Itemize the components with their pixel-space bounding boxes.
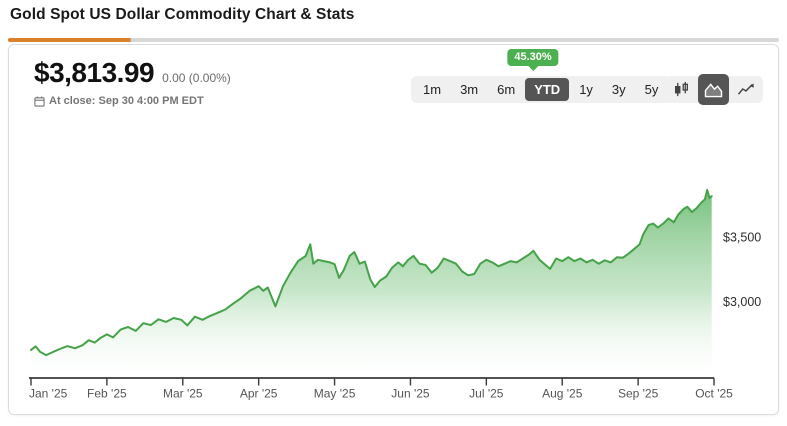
x-axis-label: Sep '25 [618, 387, 659, 401]
candlestick-icon [674, 81, 689, 97]
price-chart[interactable]: Jan '25 Feb '25 Mar '25 Apr '25 May '25 Jun '… [21, 181, 776, 411]
range-selector: 1m 3m 6m YTD 1y 3y 5y [411, 76, 671, 103]
x-axis-label: May '25 [314, 387, 356, 401]
range-button-1m[interactable]: 1m [414, 78, 450, 101]
range-button-1y[interactable]: 1y [570, 78, 602, 101]
range-button-6m[interactable]: 6m [488, 78, 524, 101]
y-axis-label: $3,000 [723, 295, 761, 309]
range-button-3m[interactable]: 3m [451, 78, 487, 101]
chart-area-fill [31, 190, 712, 378]
chart-price-line [30, 189, 713, 357]
x-axis-label: Apr '25 [240, 387, 278, 401]
tab-underline-track [8, 38, 779, 42]
as-of-row: At close: Sep 30 4:00 PM EDT [34, 95, 204, 107]
x-axis-label: Oct '25 [695, 387, 733, 401]
ytd-change-badge: 45.30% [507, 49, 559, 66]
x-axis-label: Feb '25 [87, 387, 127, 401]
x-axis-label: Jun '25 [391, 387, 430, 401]
as-of-text: At close: Sep 30 4:00 PM EDT [49, 95, 204, 107]
quote-block: $3,813.99 0.00 (0.00%) [34, 57, 231, 89]
range-button-5y[interactable]: 5y [636, 78, 668, 101]
range-button-3y[interactable]: 3y [603, 78, 635, 101]
line-chart-icon [737, 83, 754, 95]
chart-type-selector [664, 74, 763, 105]
x-axis-label: Jan '25 [29, 387, 68, 401]
y-axis-label: $3,500 [723, 230, 761, 244]
x-axis-label: Jul '25 [469, 387, 504, 401]
x-axis-label: Aug '25 [542, 387, 583, 401]
chart-type-button-area[interactable] [698, 74, 729, 105]
active-tab-indicator [8, 38, 131, 42]
x-axis-label: Mar '25 [163, 387, 203, 401]
chart-card: $3,813.99 0.00 (0.00%) At close: Sep 30 … [8, 44, 779, 415]
chart-type-button-line[interactable] [731, 77, 760, 102]
range-button-ytd[interactable]: YTD [525, 78, 570, 101]
last-price: $3,813.99 [34, 57, 155, 88]
calendar-icon [34, 95, 45, 107]
chart-type-button-candlestick[interactable] [667, 77, 696, 102]
price-change: 0.00 (0.00%) [162, 71, 231, 85]
area-chart-icon [704, 82, 723, 97]
page-title: Gold Spot US Dollar Commodity Chart & St… [10, 6, 355, 23]
